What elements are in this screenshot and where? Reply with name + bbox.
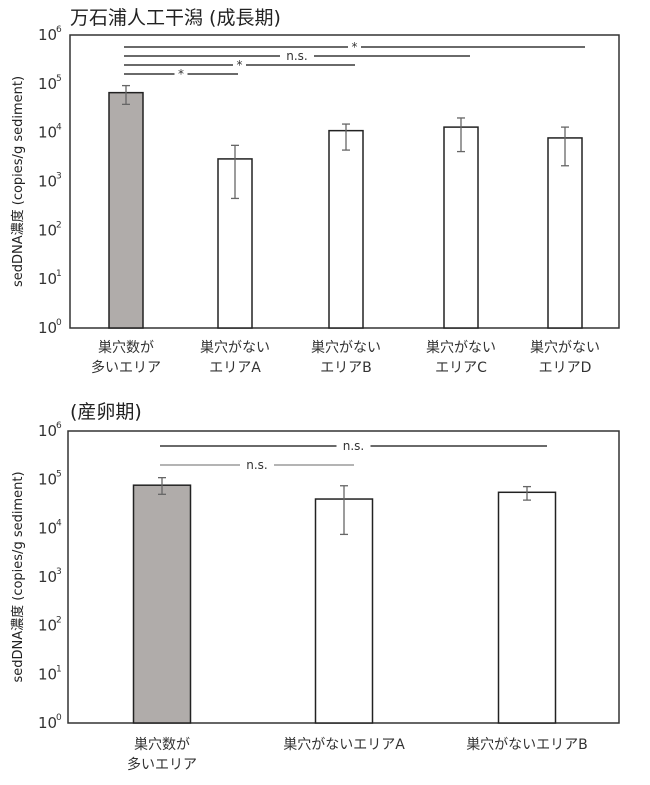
bar (443, 126, 479, 329)
chart-title: (産卵期) (70, 401, 142, 423)
y-tick-exponent: 5 (56, 470, 62, 480)
y-tick-label: 10 (38, 422, 57, 440)
x-category-label: 巣穴数が (98, 340, 154, 356)
y-tick-label: 10 (38, 75, 57, 93)
y-tick-label: 10 (38, 124, 57, 142)
x-category-label: 巣穴がない (200, 340, 270, 356)
x-category-label: 巣穴がないエリアA (283, 737, 405, 753)
y-tick-exponent: 2 (56, 616, 62, 626)
bar (547, 137, 583, 329)
y-tick-exponent: 4 (56, 518, 62, 528)
x-category-label: エリアA (209, 360, 261, 376)
y-tick-label: 10 (38, 173, 57, 191)
y-tick-exponent: 6 (56, 25, 62, 35)
y-tick-label: 10 (38, 568, 57, 586)
growth-period-chart: 万石浦人工干潟 (成長期)100101102103104105106sedDNA… (10, 7, 620, 376)
x-category-label: 巣穴がない (530, 340, 600, 356)
y-tick-label: 10 (38, 319, 57, 337)
y-tick-exponent: 2 (56, 220, 62, 230)
x-category-label: 多いエリア (127, 756, 197, 773)
x-category-label: 巣穴がない (311, 340, 381, 356)
y-tick-exponent: 6 (56, 421, 62, 431)
x-category-label: 巣穴がないエリアB (466, 737, 588, 753)
significance-label: * (178, 67, 184, 81)
x-category-label: エリアB (320, 360, 372, 376)
y-axis-label: sedDNA濃度 (copies/g sediment) (10, 471, 26, 682)
y-tick-exponent: 0 (56, 318, 62, 328)
y-tick-exponent: 1 (56, 269, 62, 279)
y-tick-label: 10 (38, 665, 57, 683)
y-tick-label: 10 (38, 471, 57, 489)
y-tick-exponent: 3 (56, 567, 62, 577)
significance-label: n.s. (246, 458, 268, 472)
bar (132, 484, 192, 724)
significance-label: n.s. (343, 439, 365, 453)
bar (314, 498, 374, 724)
significance-label: n.s. (286, 49, 308, 63)
bar (497, 491, 557, 724)
y-tick-exponent: 3 (56, 172, 62, 182)
y-tick-label: 10 (38, 519, 57, 537)
y-tick-label: 10 (38, 26, 57, 44)
y-tick-exponent: 0 (56, 713, 62, 723)
y-tick-exponent: 4 (56, 123, 62, 133)
y-tick-label: 10 (38, 221, 57, 239)
y-tick-label: 10 (38, 714, 57, 732)
significance-label: * (237, 58, 243, 72)
y-tick-exponent: 5 (56, 74, 62, 84)
x-category-label: 多いエリア (91, 359, 161, 376)
bar (328, 129, 364, 329)
x-category-label: エリアD (539, 360, 592, 376)
significance-label: * (352, 40, 358, 54)
x-category-label: 巣穴数が (134, 737, 190, 753)
bar (108, 91, 144, 329)
y-axis-label: sedDNA濃度 (copies/g sediment) (10, 76, 26, 287)
y-tick-label: 10 (38, 270, 57, 288)
x-category-label: エリアC (435, 360, 487, 376)
y-tick-label: 10 (38, 617, 57, 635)
chart-title: 万石浦人工干潟 (成長期) (70, 7, 281, 29)
y-tick-exponent: 1 (56, 664, 62, 674)
x-category-label: 巣穴がない (426, 340, 496, 356)
